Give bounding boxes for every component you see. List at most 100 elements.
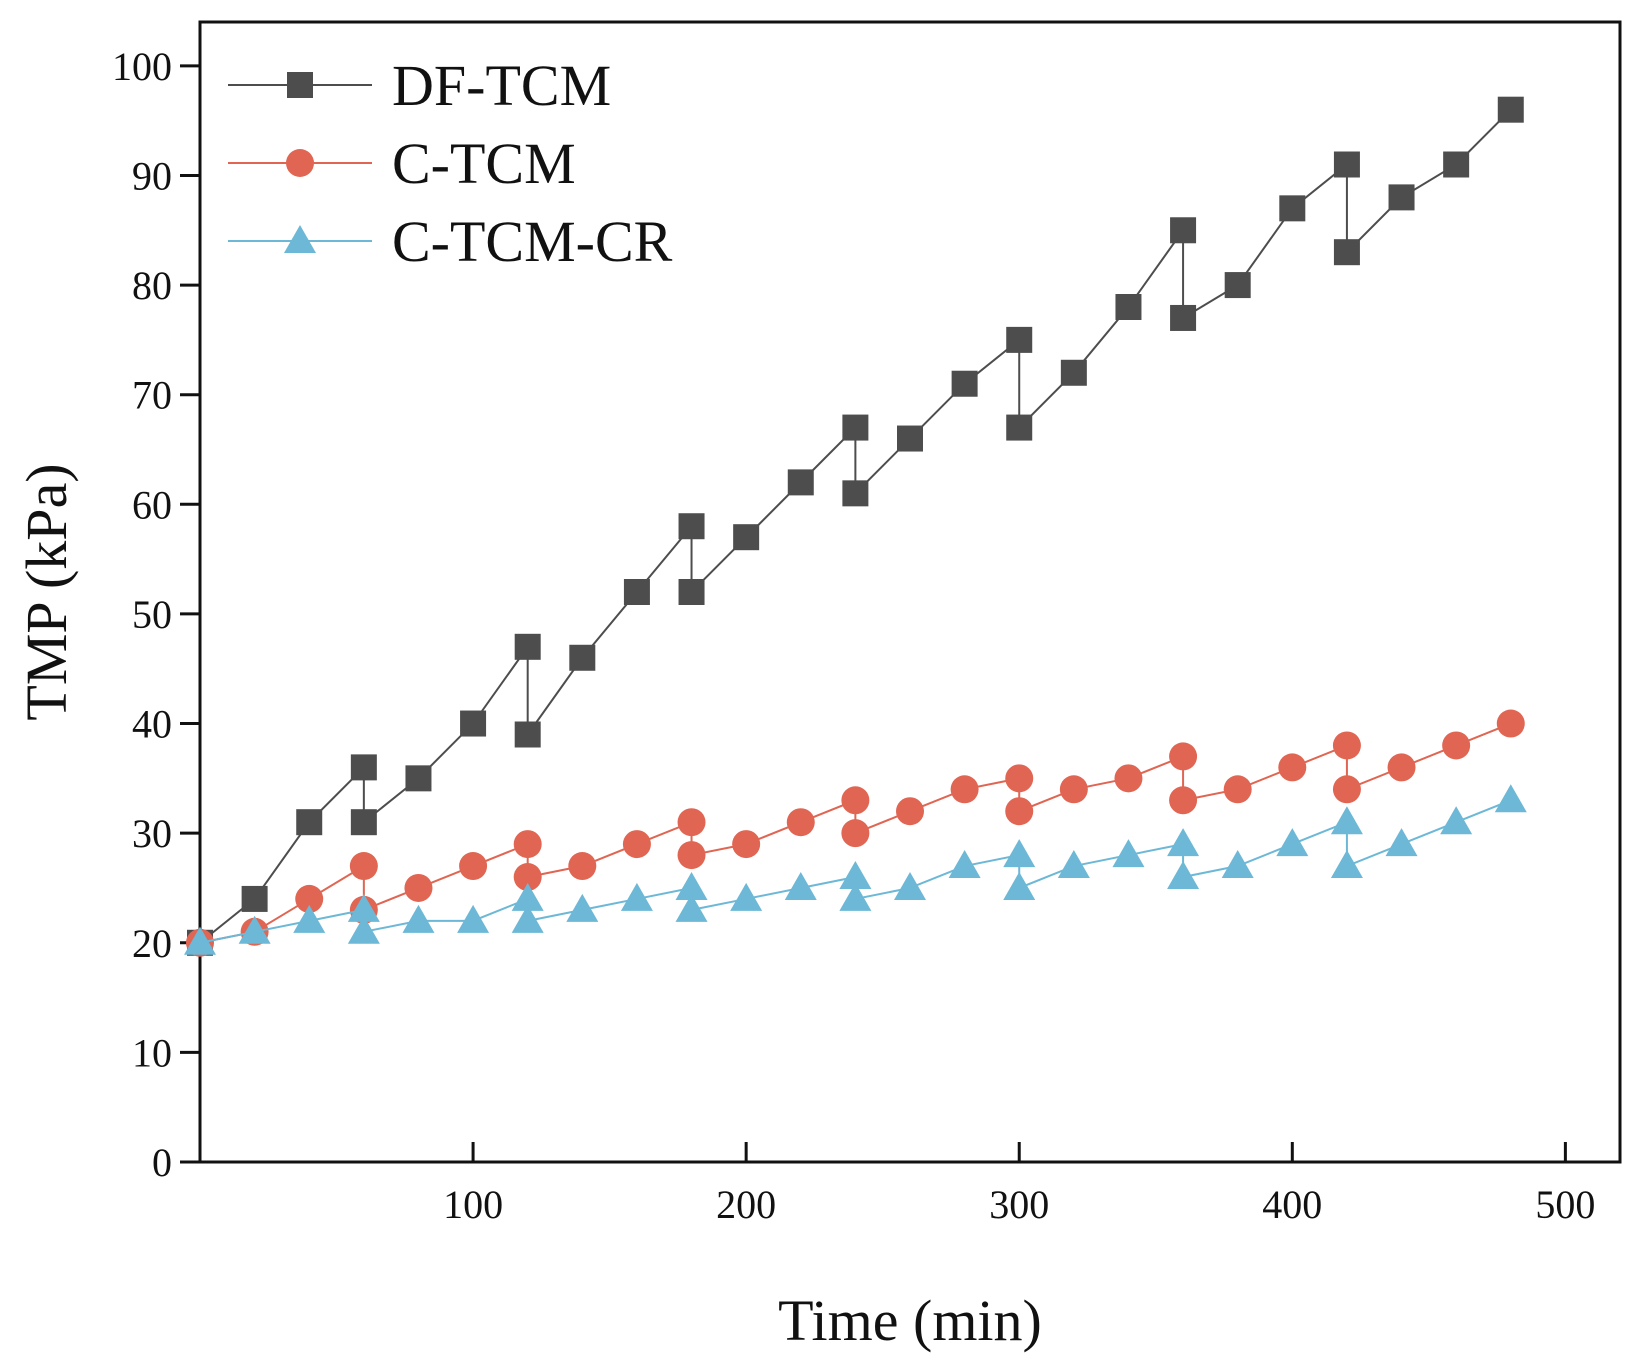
data-point (948, 850, 981, 879)
data-point (1059, 775, 1088, 804)
series-df-tcm (187, 96, 1524, 956)
data-point (1224, 272, 1251, 299)
data-point (1003, 839, 1036, 868)
data-point (1443, 151, 1470, 178)
data-point (839, 861, 872, 889)
data-point (241, 885, 268, 912)
data-point (1115, 294, 1142, 320)
data-point (842, 480, 869, 507)
series-c-tcm (186, 709, 1525, 957)
legend-label: C-TCM-CR (392, 209, 673, 274)
data-point (1112, 839, 1145, 868)
data-point (238, 915, 271, 944)
data-point (1276, 828, 1309, 857)
data-point (1169, 742, 1198, 771)
data-point (184, 926, 216, 955)
x-tick-label: 200 (716, 1182, 776, 1227)
y-tick-label: 40 (132, 702, 172, 747)
data-point (511, 904, 544, 933)
y-tick-label: 10 (132, 1030, 172, 1075)
data-point (1330, 806, 1363, 835)
y-tick-label: 30 (132, 811, 172, 856)
data-point (347, 915, 380, 944)
data-point (730, 882, 763, 911)
data-point (1278, 753, 1307, 782)
data-point (1279, 195, 1306, 222)
data-point (1494, 784, 1527, 813)
data-point (1387, 753, 1416, 782)
legend-item: C-TCM-CR (228, 209, 673, 274)
data-point (1005, 764, 1034, 793)
legend-item: C-TCM (228, 131, 576, 196)
data-point (404, 873, 433, 902)
data-point (675, 893, 708, 922)
data-point (1497, 96, 1524, 123)
data-point (897, 425, 923, 452)
data-point (405, 765, 432, 792)
data-point (1221, 850, 1254, 879)
data-point (1167, 861, 1200, 889)
legend-item: DF-TCM (228, 53, 611, 118)
data-point (1442, 731, 1471, 760)
data-point (1440, 806, 1473, 835)
data-point (349, 852, 378, 881)
data-point (1003, 871, 1036, 900)
legend-marker (287, 72, 313, 98)
data-point (678, 579, 705, 605)
data-point (951, 370, 978, 397)
x-tick-label: 300 (989, 1182, 1049, 1227)
data-point (1005, 797, 1034, 826)
y-tick-label: 80 (132, 263, 172, 308)
data-point (1060, 359, 1087, 386)
y-tick-label: 60 (132, 482, 172, 527)
y-axis-title: TMP (kPa) (14, 463, 79, 720)
data-point (1496, 709, 1525, 738)
x-axis-title: Time (min) (778, 1288, 1042, 1353)
data-point (457, 904, 490, 933)
data-point (841, 819, 870, 848)
data-point (1330, 850, 1363, 879)
data-point (841, 786, 870, 815)
data-point (569, 644, 596, 671)
data-point (842, 414, 869, 441)
data-point (1388, 184, 1415, 211)
data-point (402, 904, 435, 933)
data-point (1170, 304, 1197, 331)
legend-marker (284, 225, 316, 253)
data-point (350, 754, 377, 781)
data-point (1333, 239, 1360, 266)
data-point (678, 513, 705, 540)
y-tick-label: 100 (112, 44, 172, 89)
legend-label: C-TCM (392, 131, 576, 196)
data-point (350, 809, 377, 836)
y-tick-label: 70 (132, 373, 172, 418)
data-point (784, 871, 817, 900)
data-point (1006, 414, 1033, 441)
y-tick-label: 90 (132, 153, 172, 198)
x-tick-label: 100 (443, 1182, 503, 1227)
data-point (1332, 775, 1361, 804)
data-point (568, 852, 597, 881)
data-point (513, 830, 542, 859)
data-point (1332, 731, 1361, 760)
x-axis-ticks: 100 200 300 400 500 (443, 1142, 1595, 1227)
data-point (1006, 326, 1033, 353)
data-point (1170, 217, 1197, 244)
data-point (623, 579, 650, 605)
data-point (295, 884, 324, 913)
y-tick-label: 50 (132, 592, 172, 637)
legend-label: DF-TCM (392, 53, 611, 118)
series-c-tcm-cr (184, 784, 1527, 955)
data-point (566, 893, 599, 922)
data-point (894, 871, 926, 900)
data-point (1114, 764, 1143, 793)
data-point (1223, 775, 1252, 804)
data-point (347, 893, 380, 922)
data-point (677, 808, 706, 837)
y-axis-ticks: 0 10 20 30 40 50 60 70 80 90 100 (112, 44, 200, 1185)
x-tick-label: 400 (1262, 1182, 1322, 1227)
data-point (839, 882, 872, 911)
data-point (622, 830, 651, 859)
data-point (460, 710, 487, 737)
